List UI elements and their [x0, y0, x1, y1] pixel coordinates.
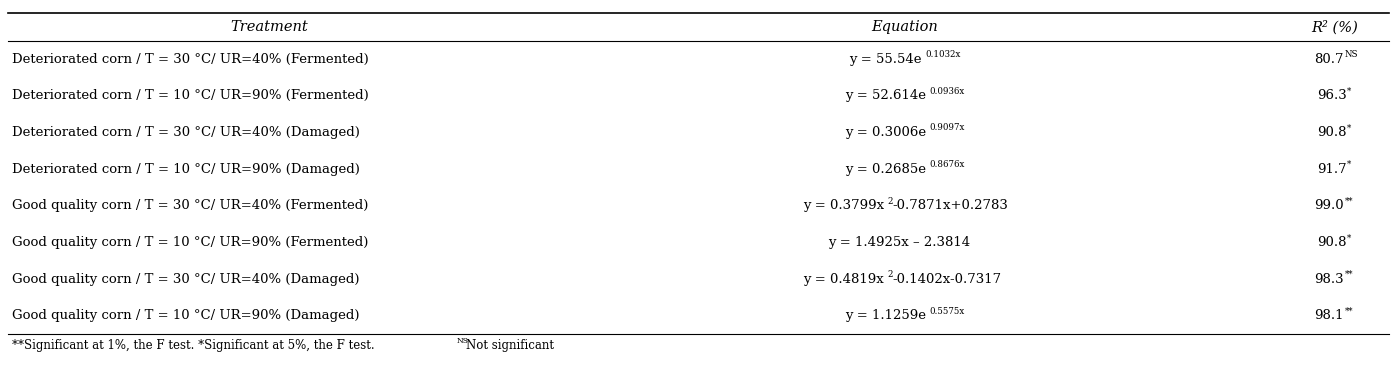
Text: 0.8676x: 0.8676x [929, 160, 965, 169]
Text: 2: 2 [887, 197, 893, 206]
Text: y = 0.4819x: y = 0.4819x [803, 273, 884, 286]
Text: 0.5575x: 0.5575x [929, 307, 965, 316]
Text: Good quality corn / T = 30 °C/ UR=40% (Damaged): Good quality corn / T = 30 °C/ UR=40% (D… [13, 273, 359, 286]
Text: Deteriorated corn / T = 10 °C/ UR=90% (Fermented): Deteriorated corn / T = 10 °C/ UR=90% (F… [13, 89, 369, 102]
Text: -0.7871x+0.2783: -0.7871x+0.2783 [893, 199, 1009, 212]
Text: *: * [1347, 123, 1351, 132]
Text: Treatment: Treatment [231, 20, 307, 34]
Text: **: ** [1345, 270, 1354, 279]
Text: Good quality corn / T = 30 °C/ UR=40% (Fermented): Good quality corn / T = 30 °C/ UR=40% (F… [13, 199, 369, 212]
Text: -0.1402x-0.7317: -0.1402x-0.7317 [893, 273, 1002, 286]
Text: 98.3: 98.3 [1315, 273, 1344, 286]
Text: **Significant at 1%, the F test. *Significant at 5%, the F test.: **Significant at 1%, the F test. *Signif… [13, 339, 379, 351]
Text: **: ** [1345, 197, 1354, 206]
Text: y = 55.54e: y = 55.54e [849, 53, 922, 66]
Text: 91.7: 91.7 [1317, 163, 1347, 176]
Text: 0.9097x: 0.9097x [929, 123, 965, 132]
Text: *: * [1347, 160, 1351, 169]
Text: 90.8: 90.8 [1317, 126, 1347, 139]
Text: y = 0.3006e: y = 0.3006e [845, 126, 926, 139]
Text: Deteriorated corn / T = 30 °C/ UR=40% (Fermented): Deteriorated corn / T = 30 °C/ UR=40% (F… [13, 53, 369, 66]
Text: NS: NS [457, 337, 469, 345]
Text: **: ** [1345, 307, 1354, 316]
Text: 2: 2 [887, 270, 893, 279]
Text: 98.1: 98.1 [1315, 309, 1344, 322]
Text: Good quality corn / T = 10 °C/ UR=90% (Damaged): Good quality corn / T = 10 °C/ UR=90% (D… [13, 309, 359, 322]
Text: 90.8: 90.8 [1317, 236, 1347, 249]
Text: 80.7: 80.7 [1315, 53, 1344, 66]
Text: 0.0936x: 0.0936x [929, 87, 965, 96]
Text: y = 0.3799x: y = 0.3799x [803, 199, 884, 212]
Text: y = 0.2685e: y = 0.2685e [845, 163, 926, 176]
Text: *: * [1347, 233, 1351, 242]
Text: Not significant: Not significant [467, 339, 555, 351]
Text: R² (%): R² (%) [1310, 20, 1358, 34]
Text: y = 1.1259e: y = 1.1259e [845, 309, 926, 322]
Text: y = 1.4925x – 2.3814: y = 1.4925x – 2.3814 [828, 236, 971, 249]
Text: *: * [1347, 87, 1351, 96]
Text: Deteriorated corn / T = 10 °C/ UR=90% (Damaged): Deteriorated corn / T = 10 °C/ UR=90% (D… [13, 163, 360, 176]
Text: Good quality corn / T = 10 °C/ UR=90% (Fermented): Good quality corn / T = 10 °C/ UR=90% (F… [13, 236, 369, 249]
Text: Deteriorated corn / T = 30 °C/ UR=40% (Damaged): Deteriorated corn / T = 30 °C/ UR=40% (D… [13, 126, 360, 139]
Text: 99.0: 99.0 [1315, 199, 1344, 212]
Text: 0.1032x: 0.1032x [926, 50, 961, 59]
Text: Equation: Equation [872, 20, 939, 34]
Text: y = 52.614e: y = 52.614e [845, 89, 926, 102]
Text: 96.3: 96.3 [1317, 89, 1347, 102]
Text: NS: NS [1345, 50, 1358, 59]
